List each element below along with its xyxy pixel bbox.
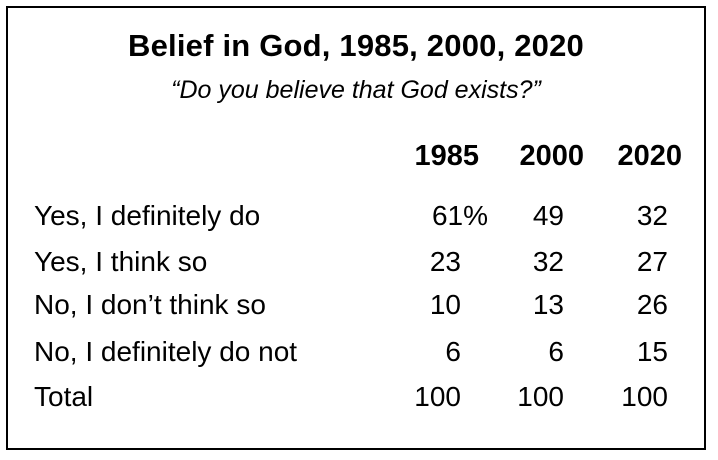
table-frame: Belief in God, 1985, 2000, 2020 “Do you … <box>6 6 706 450</box>
cell-2020: 100 <box>621 381 668 412</box>
cell-2020: 26 <box>636 289 668 320</box>
cell-2020: 32 <box>636 200 668 231</box>
cell-2020: 27 <box>636 246 668 277</box>
cell-1985: 10 <box>429 289 461 320</box>
row-label: Yes, I think so <box>34 246 208 277</box>
table-subtitle: “Do you believe that God exists?” <box>171 76 541 104</box>
table-row: No, I definitely do not 6 6 15 <box>8 336 704 376</box>
cell-2000: 13 <box>532 289 564 320</box>
cell-2020: 15 <box>636 336 668 367</box>
cell-2000: 32 <box>532 246 564 277</box>
row-label: No, I don’t think so <box>34 289 266 320</box>
cell-1985: 61% <box>431 200 488 231</box>
table-row-total: Total 100 100 100 <box>8 381 704 421</box>
column-header-2000: 2000 <box>519 140 584 172</box>
cell-1985: 100 <box>414 381 461 412</box>
cell-1985: 6 <box>445 336 461 367</box>
cell-2000: 49 <box>532 200 564 231</box>
cell-2000: 6 <box>548 336 564 367</box>
cell-2000: 100 <box>517 381 564 412</box>
table-row: No, I don’t think so 10 13 26 <box>8 289 704 329</box>
column-header-2020: 2020 <box>617 140 682 172</box>
row-label: Total <box>34 381 94 412</box>
table-row: Yes, I definitely do 61% 49 32 <box>8 200 704 240</box>
cell-1985: 23 <box>429 246 461 277</box>
table-title: Belief in God, 1985, 2000, 2020 <box>128 28 584 63</box>
row-label: Yes, I definitely do <box>34 200 261 231</box>
table-row: Yes, I think so 23 32 27 <box>8 246 704 286</box>
column-header-1985: 1985 <box>414 140 479 172</box>
row-label: No, I definitely do not <box>34 336 298 367</box>
